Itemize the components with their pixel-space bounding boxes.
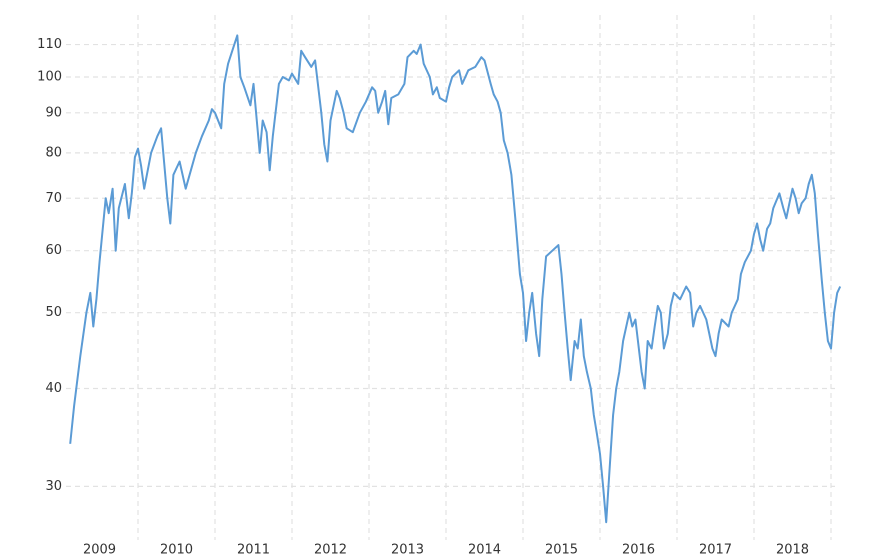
- y-tick-label: 90: [45, 105, 62, 120]
- price-line: [69, 34, 842, 524]
- x-tick-label: 2009: [83, 543, 116, 558]
- x-tick-label: 2014: [468, 543, 501, 558]
- y-tick-label: 40: [45, 381, 62, 396]
- x-tick-label: 2015: [545, 543, 578, 558]
- x-tick-label: 2012: [314, 543, 347, 558]
- y-tick-label: 60: [45, 243, 62, 258]
- x-tick-label: 2016: [622, 543, 655, 558]
- y-tick-label: 80: [45, 145, 62, 160]
- y-tick-label: 100: [37, 69, 62, 84]
- x-tick-label: 2013: [391, 543, 424, 558]
- y-tick-label: 50: [45, 305, 62, 320]
- x-tick-label: 2018: [776, 543, 809, 558]
- x-tick-label: 2011: [237, 543, 270, 558]
- x-tick-label: 2017: [699, 543, 732, 558]
- x-tick-label: 2010: [160, 543, 193, 558]
- y-tick-label: 30: [45, 479, 62, 494]
- y-tick-label: 70: [45, 191, 62, 206]
- y-tick-label: 110: [37, 37, 62, 52]
